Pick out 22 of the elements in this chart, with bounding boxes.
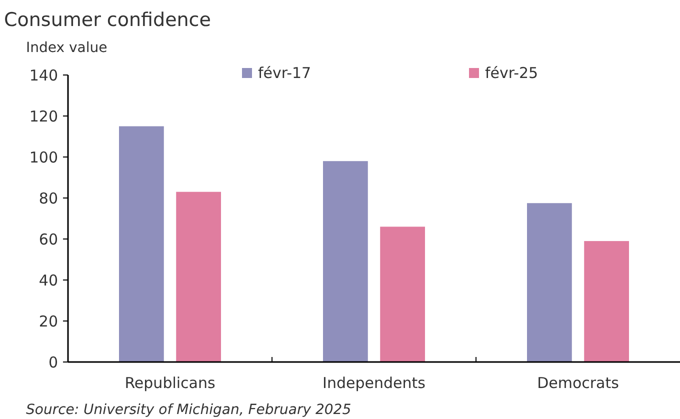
y-axis-title: Index value	[26, 40, 108, 56]
x-tick-label: Republicans	[124, 374, 216, 392]
y-tick-label: 120	[29, 107, 58, 126]
y-tick-label: 60	[38, 230, 58, 248]
y-tick-label: 100	[29, 148, 58, 166]
y-tick-label: 80	[38, 189, 58, 208]
y-tick-label: 40	[38, 271, 58, 290]
y-tick-label: 20	[38, 312, 58, 330]
x-tick-label: Democrats	[537, 374, 620, 392]
y-tick-label: 140	[29, 66, 58, 84]
chart-title: Consumer confidence	[4, 9, 211, 31]
bar	[176, 192, 221, 362]
source-note: Source: University of Michigan, February 2025	[26, 402, 352, 418]
y-tick-label: 0	[48, 353, 58, 372]
bar	[380, 226, 425, 362]
bar	[527, 203, 572, 362]
legend-label: févr-25	[485, 64, 538, 82]
legend-label: févr-17	[258, 64, 312, 82]
x-tick-label: Independents	[322, 374, 426, 392]
bar	[584, 241, 629, 362]
bar	[323, 161, 368, 362]
bar	[119, 126, 164, 362]
